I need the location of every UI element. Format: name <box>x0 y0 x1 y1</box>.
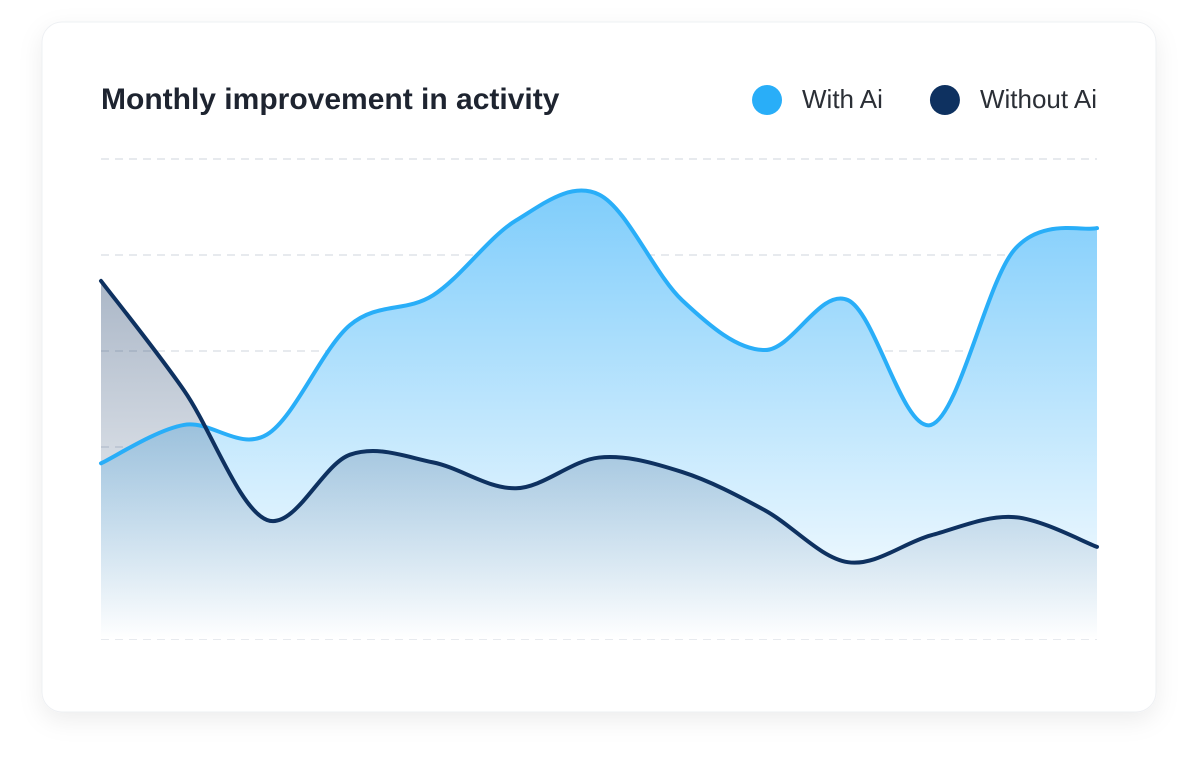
line <box>99 278 1099 565</box>
legend-label: With Ai <box>802 84 883 114</box>
line <box>99 188 1099 466</box>
area <box>101 280 1097 639</box>
chart-title: Monthly improvement in activity <box>101 83 560 116</box>
legend-marker <box>929 85 960 115</box>
legend-marker <box>752 85 783 115</box>
legend-label: Without Ai <box>980 84 1097 114</box>
